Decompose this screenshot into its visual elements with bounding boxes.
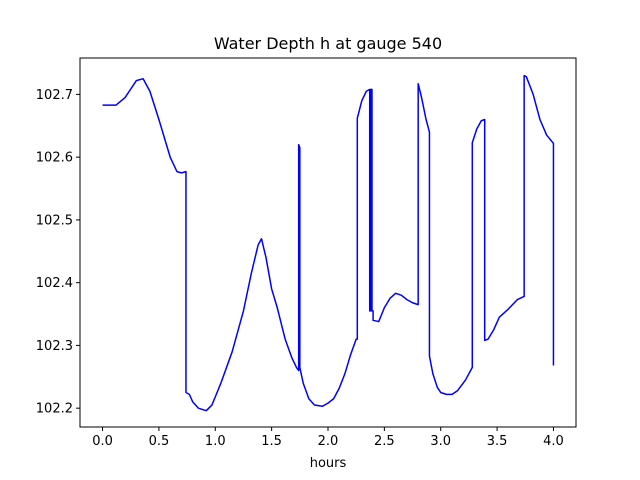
x-tick-label: 2.0 xyxy=(318,434,339,449)
x-tick-label: 0.5 xyxy=(149,434,170,449)
x-tick-label: 2.5 xyxy=(374,434,395,449)
x-tick-label: 1.5 xyxy=(261,434,282,449)
y-tick-label: 102.6 xyxy=(36,151,73,166)
y-tick-label: 102.7 xyxy=(36,88,73,103)
y-axis: 102.2 102.3 102.4 102.5 102.6 102.7 xyxy=(36,88,80,417)
series-line-0 xyxy=(102,74,555,412)
x-tick-label: 0.0 xyxy=(92,434,113,449)
chart-title: Water Depth h at gauge 540 xyxy=(214,34,442,53)
x-tick-label: 1.0 xyxy=(205,434,226,449)
y-tick-label: 102.2 xyxy=(36,402,73,417)
x-tick-label: 3.0 xyxy=(430,434,451,449)
plot-area xyxy=(79,57,577,428)
x-tick-label: 3.5 xyxy=(487,434,508,449)
y-tick-label: 102.3 xyxy=(36,339,73,354)
y-tick-label: 102.5 xyxy=(36,213,73,228)
plot-frame xyxy=(79,57,577,428)
x-tick-label: 4.0 xyxy=(543,434,564,449)
x-axis-label: hours xyxy=(310,456,347,471)
y-tick-label: 102.4 xyxy=(36,276,73,291)
x-axis: 0.0 0.5 1.0 1.5 2.0 2.5 3.0 3.5 4.0 xyxy=(92,427,564,449)
series-layer xyxy=(102,74,555,412)
